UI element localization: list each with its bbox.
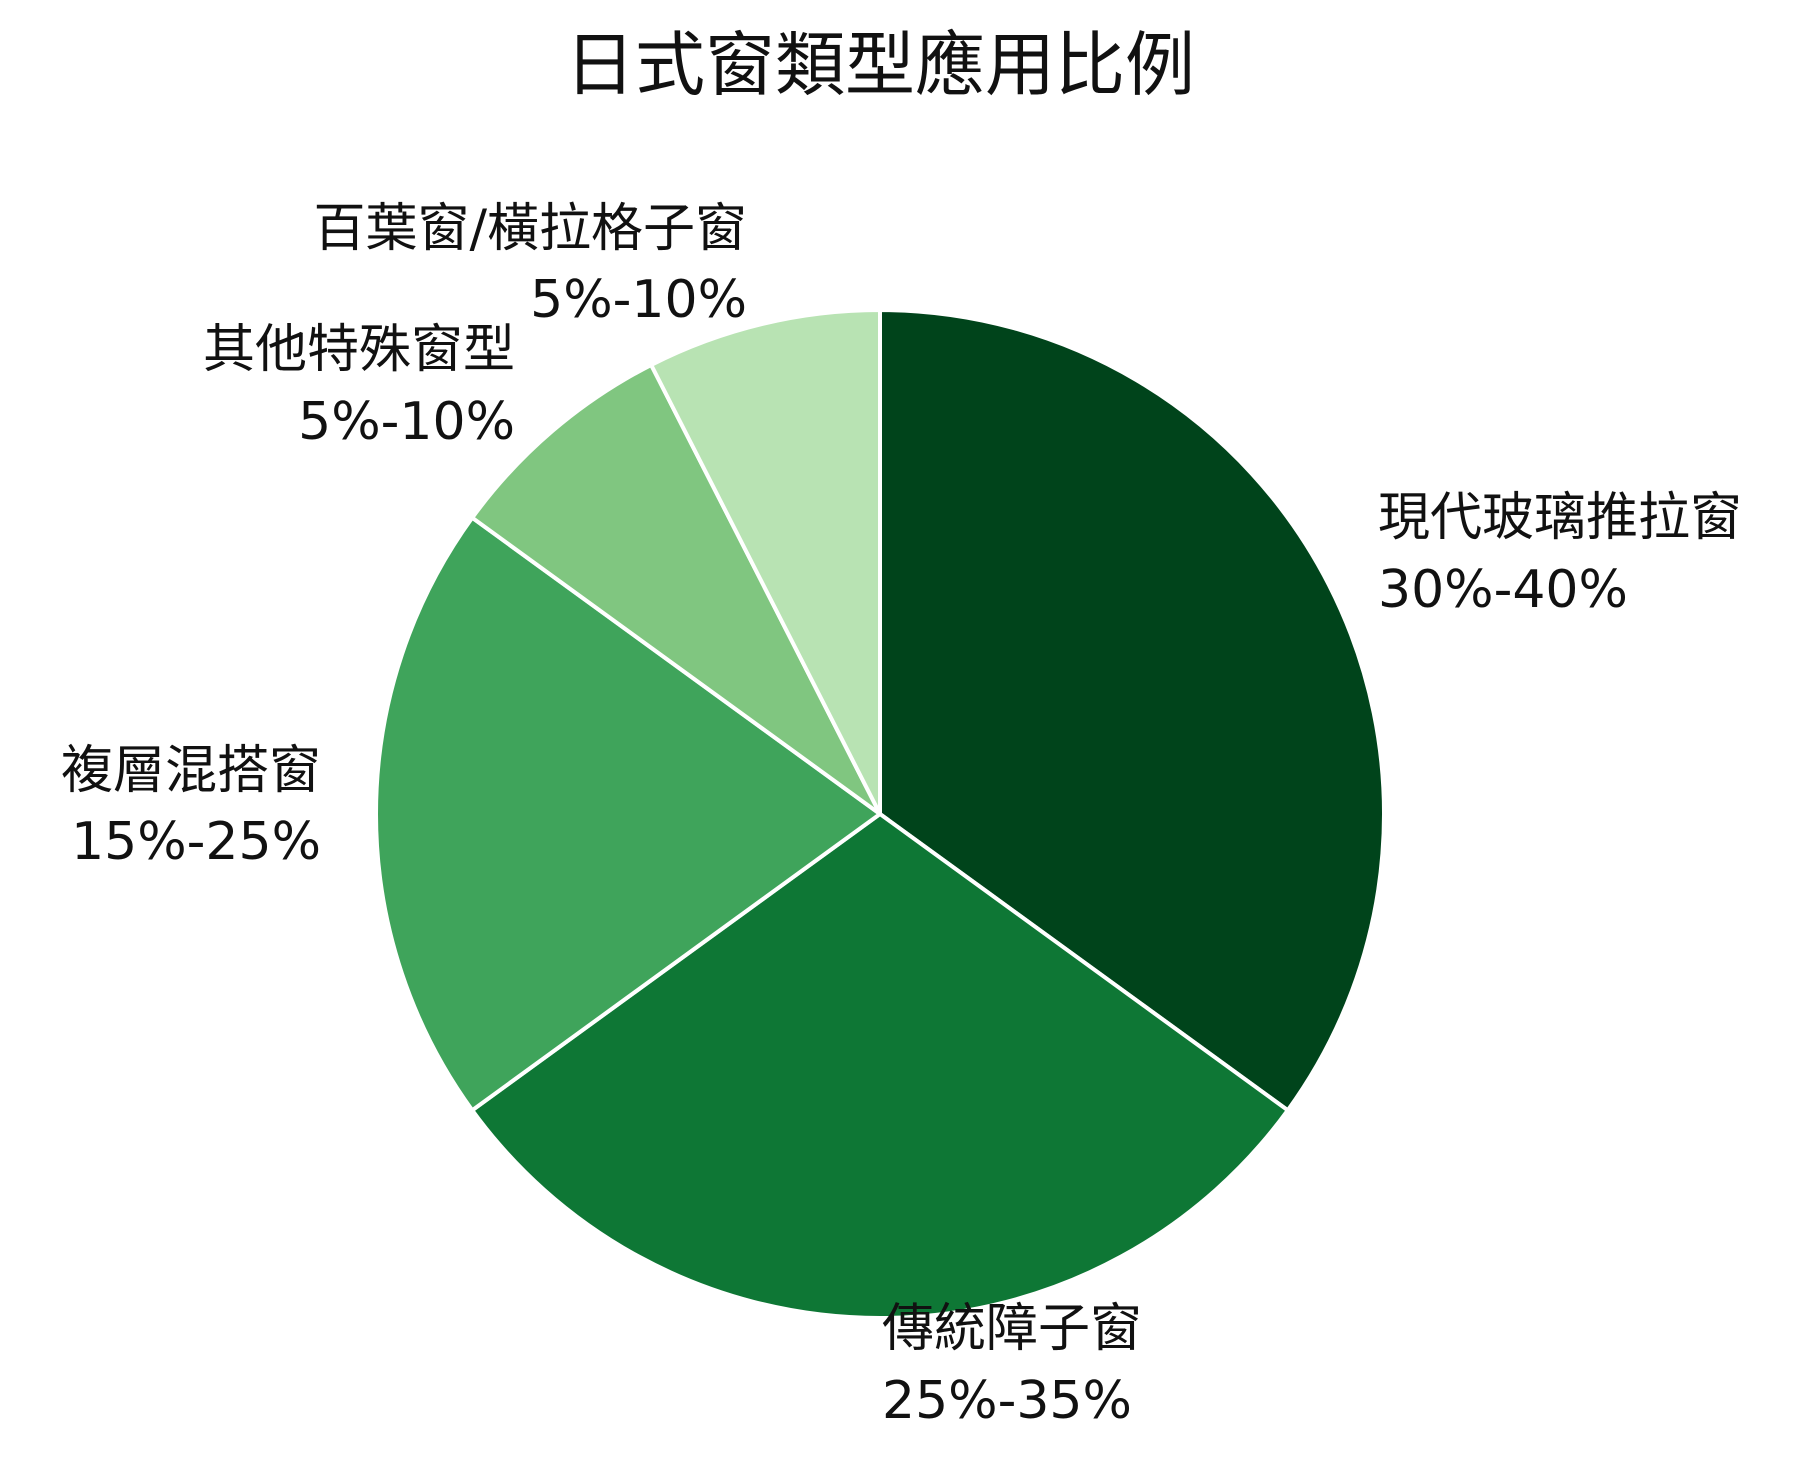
slice-label: 其他特殊窗型 <box>203 320 515 380</box>
chart-title: 日式窗類型應用比例 <box>565 24 1195 106</box>
slice-value-label: 5%-10% <box>530 270 747 330</box>
slice-label: 複層混搭窗 <box>61 741 321 801</box>
slice-value-label: 15%-25% <box>71 812 321 872</box>
slice-label: 現代玻璃推拉窗 <box>1378 488 1742 548</box>
pie-slice <box>470 362 882 816</box>
pie-slice <box>878 308 1386 1113</box>
slice-label: 傳統障子窗 <box>882 1299 1142 1359</box>
pie-slice <box>374 515 882 1113</box>
slice-value-label: 5%-10% <box>298 392 515 452</box>
slice-value-label: 30%-40% <box>1378 560 1628 620</box>
slice-label: 百葉窗/橫拉格子窗 <box>313 199 747 259</box>
pie-slice <box>649 308 882 816</box>
pie-slice <box>470 812 1290 1320</box>
slice-value-label: 25%-35% <box>882 1371 1132 1431</box>
